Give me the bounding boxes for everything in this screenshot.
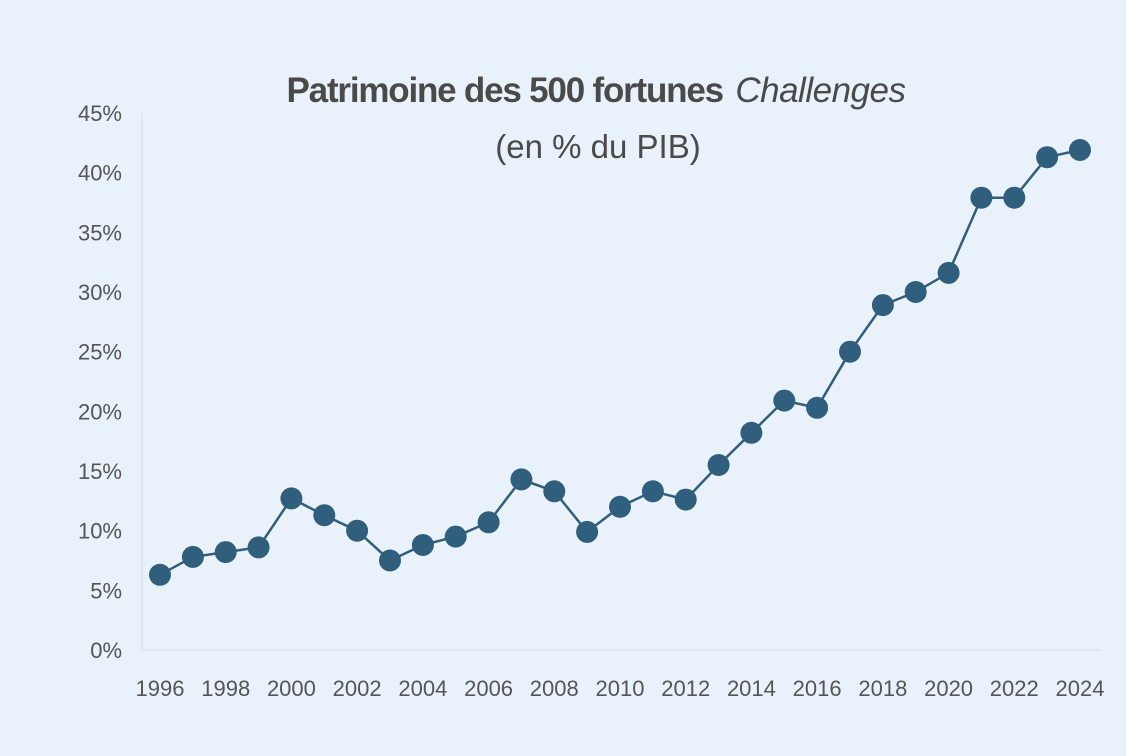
data-point xyxy=(510,468,533,491)
x-tick-label: 2010 xyxy=(596,676,645,701)
data-point xyxy=(707,454,730,476)
x-tick-label: 2024 xyxy=(1056,676,1105,701)
y-tick-label: 20% xyxy=(78,399,122,424)
data-point xyxy=(149,563,171,586)
data-point xyxy=(1069,139,1091,161)
x-tick-label: 2018 xyxy=(858,676,907,701)
y-tick-label: 35% xyxy=(78,220,122,245)
data-point xyxy=(379,549,401,572)
data-point xyxy=(280,487,303,510)
data-point xyxy=(576,520,599,543)
series-group xyxy=(149,139,1091,586)
x-tick-label: 2002 xyxy=(333,676,382,701)
data-point xyxy=(674,488,697,511)
data-point xyxy=(641,480,664,503)
y-tick-label: 15% xyxy=(78,459,122,484)
x-tick-label: 1996 xyxy=(136,676,185,701)
data-point xyxy=(740,421,763,444)
y-tick-label: 45% xyxy=(78,101,122,126)
data-point xyxy=(247,536,270,559)
x-tick-label: 2020 xyxy=(924,676,973,701)
data-point xyxy=(411,534,434,556)
x-tick-label: 2014 xyxy=(727,676,776,701)
chart-title-main: Patrimoine des 500 fortunes xyxy=(287,71,724,110)
x-tick-label: 2004 xyxy=(398,676,447,701)
y-tick-label: 5% xyxy=(90,578,122,603)
data-point xyxy=(1036,146,1059,169)
x-tick-label: 2000 xyxy=(267,676,316,701)
x-tick-label: 2012 xyxy=(661,676,710,701)
chart-subtitle: (en % du PIB) xyxy=(495,128,700,165)
x-tick-label: 2016 xyxy=(793,676,842,701)
y-tick-label: 30% xyxy=(78,280,122,305)
data-point xyxy=(937,261,960,284)
data-point xyxy=(1003,186,1026,209)
y-tick-label: 0% xyxy=(90,638,122,663)
chart-title-italic: Challenges xyxy=(735,71,905,110)
y-tick-label: 25% xyxy=(78,340,122,365)
data-point xyxy=(970,186,993,209)
x-axis-ticks: 1996 1998 2000 2002 2004 2006 2008 2010 2012 2014… xyxy=(136,676,1105,701)
data-point xyxy=(609,495,631,518)
y-axis-ticks: 0% 5% 10% 15% 20% 25% 30% 35% 40% 45% xyxy=(78,101,122,663)
data-point xyxy=(214,541,237,564)
y-tick-label: 10% xyxy=(78,519,122,544)
data-point xyxy=(477,511,500,534)
y-tick-label: 40% xyxy=(78,161,122,186)
x-tick-label: 2022 xyxy=(990,676,1039,701)
data-point xyxy=(313,504,336,527)
data-point xyxy=(444,525,467,548)
data-point xyxy=(871,294,894,317)
data-point xyxy=(773,389,796,412)
data-point xyxy=(904,281,927,303)
x-tick-label: 2008 xyxy=(530,676,579,701)
data-point xyxy=(181,545,204,568)
chart-title: Patrimoine des 500 fortunes Challenges xyxy=(287,71,906,110)
x-tick-label: 1998 xyxy=(201,676,250,701)
data-point xyxy=(346,519,369,542)
x-tick-label: 2006 xyxy=(464,676,513,701)
data-point xyxy=(806,396,829,419)
data-point xyxy=(839,340,861,363)
data-point xyxy=(543,480,566,503)
